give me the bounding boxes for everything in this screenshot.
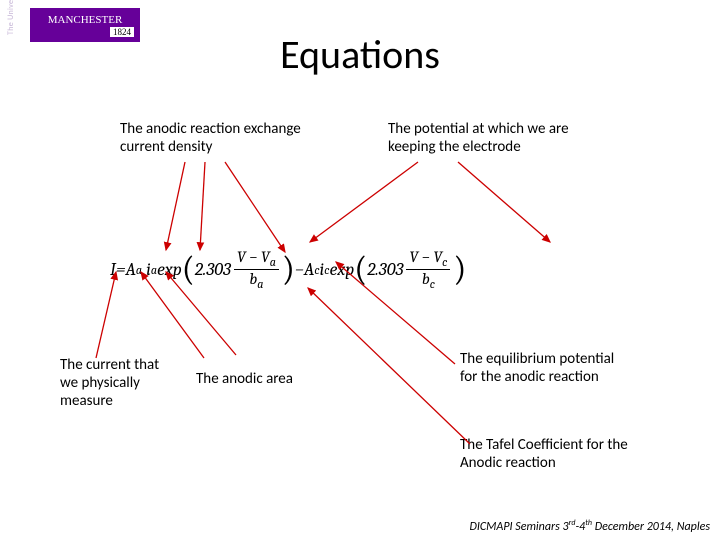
annot-tafel: The Tafel Coefficient for the Anodic rea…: [460, 436, 650, 472]
main-equation: I = Aa ia exp ( 2.303 V − Va ba ) − Ac i…: [110, 248, 466, 291]
annot-anodic-area: The anodic area: [196, 370, 326, 388]
annot-current-measure: The current that we physically measure: [60, 356, 180, 410]
slide-title: Equations: [0, 30, 720, 79]
logo-name: MANCHESTER: [48, 14, 123, 26]
annot-potential: The potential at which we are keeping th…: [388, 120, 588, 156]
annot-equilibrium: The equilibrium potential for the anodic…: [460, 350, 630, 386]
footer-text: DICMAPI Seminars 3rd-4th December 2014, …: [469, 518, 710, 534]
annot-anodic-reaction: The anodic reaction exchange current den…: [120, 120, 320, 156]
